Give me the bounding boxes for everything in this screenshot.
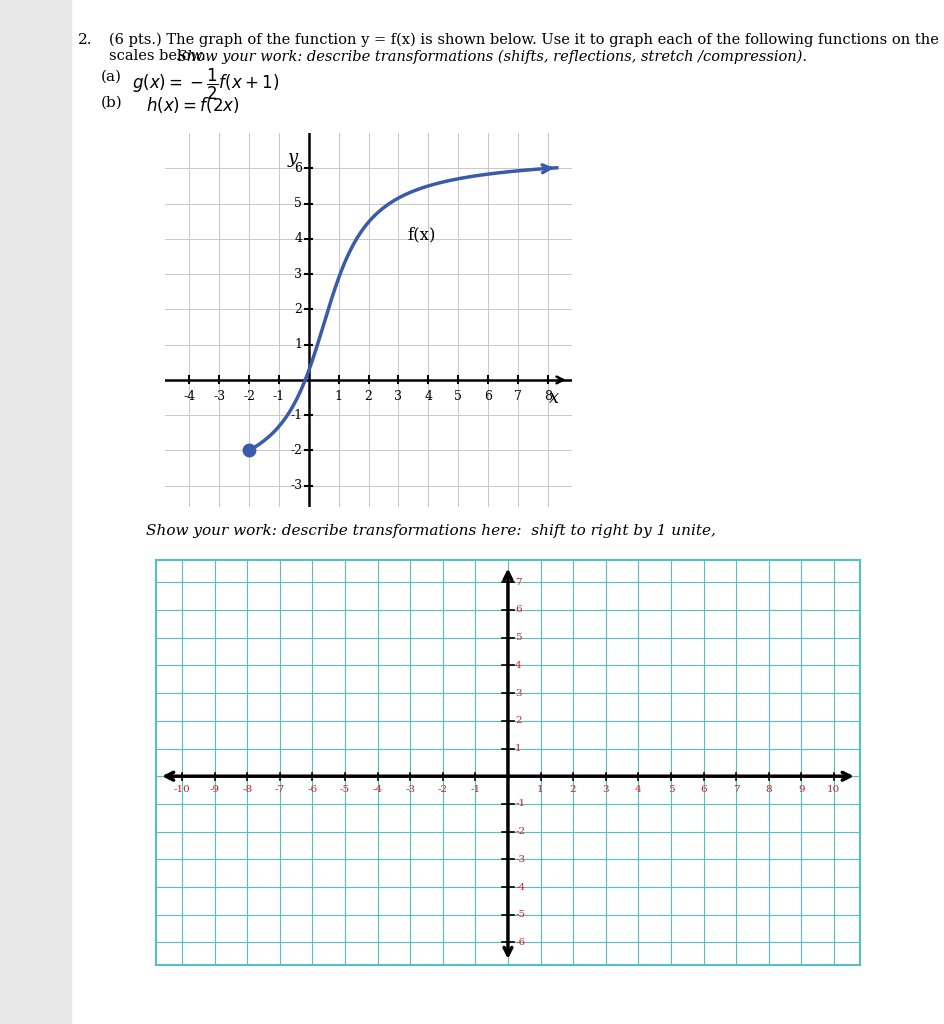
Text: -8: -8 xyxy=(242,785,252,794)
Text: 8: 8 xyxy=(765,785,771,794)
Text: 5: 5 xyxy=(514,633,521,642)
Text: 6: 6 xyxy=(294,162,302,175)
Text: 2: 2 xyxy=(514,717,521,725)
Text: 4: 4 xyxy=(634,785,641,794)
Text: 7: 7 xyxy=(732,785,738,794)
Text: y: y xyxy=(287,148,297,167)
Text: 6: 6 xyxy=(514,605,521,614)
Text: -5: -5 xyxy=(514,910,525,920)
Text: -3: -3 xyxy=(514,855,525,864)
Text: 5: 5 xyxy=(294,198,302,210)
Text: (b): (b) xyxy=(101,95,123,110)
Text: -2: -2 xyxy=(290,444,302,457)
Text: 2: 2 xyxy=(364,390,372,402)
Text: -1: -1 xyxy=(514,800,525,808)
Text: 5: 5 xyxy=(454,390,462,402)
Text: 1: 1 xyxy=(294,338,302,351)
Text: -7: -7 xyxy=(275,785,284,794)
Text: 1: 1 xyxy=(536,785,543,794)
Text: 4: 4 xyxy=(514,660,521,670)
Text: -2: -2 xyxy=(243,390,255,402)
Text: 9: 9 xyxy=(797,785,803,794)
Text: (6 pts.) The graph of the function y = f(x) is shown below. Use it to graph each: (6 pts.) The graph of the function y = f… xyxy=(109,33,937,47)
Text: 2: 2 xyxy=(294,303,302,316)
Text: 6: 6 xyxy=(700,785,706,794)
Text: f(x): f(x) xyxy=(407,226,435,243)
Text: -2: -2 xyxy=(514,827,525,837)
Text: 10: 10 xyxy=(826,785,839,794)
Text: -3: -3 xyxy=(290,479,302,493)
Text: -6: -6 xyxy=(307,785,317,794)
Text: -4: -4 xyxy=(183,390,195,402)
Text: Show your work: describe transformations here:  shift to right by 1 unite,: Show your work: describe transformations… xyxy=(146,524,716,539)
Text: $h(x)=f(2x)$: $h(x)=f(2x)$ xyxy=(146,95,240,116)
Text: -2: -2 xyxy=(437,785,447,794)
Text: 3: 3 xyxy=(294,267,302,281)
Text: -1: -1 xyxy=(290,409,302,422)
Text: 3: 3 xyxy=(514,688,521,697)
Text: -6: -6 xyxy=(514,938,525,947)
Text: 3: 3 xyxy=(601,785,608,794)
Text: 6: 6 xyxy=(483,390,492,402)
Text: 2.: 2. xyxy=(77,33,92,47)
Text: -1: -1 xyxy=(273,390,285,402)
Text: 2: 2 xyxy=(569,785,576,794)
Text: -1: -1 xyxy=(470,785,480,794)
Text: 5: 5 xyxy=(666,785,673,794)
Text: Show your work: describe transformations (shifts, reflections, stretch /compress: Show your work: describe transformations… xyxy=(177,49,806,63)
Text: 4: 4 xyxy=(424,390,431,402)
Text: x: x xyxy=(548,388,558,407)
Text: $g(x)=-\dfrac{1}{2}f(x+1)$: $g(x)=-\dfrac{1}{2}f(x+1)$ xyxy=(132,67,279,102)
Text: 7: 7 xyxy=(514,390,521,402)
Text: 4: 4 xyxy=(294,232,302,246)
Text: 3: 3 xyxy=(394,390,402,402)
Text: 8: 8 xyxy=(543,390,551,402)
Text: -3: -3 xyxy=(212,390,225,402)
Text: (a): (a) xyxy=(101,70,122,84)
Text: -9: -9 xyxy=(210,785,219,794)
Text: -4: -4 xyxy=(372,785,382,794)
Text: -3: -3 xyxy=(405,785,414,794)
Text: 1: 1 xyxy=(514,744,521,753)
Text: -10: -10 xyxy=(174,785,190,794)
Text: 1: 1 xyxy=(334,390,343,402)
Text: scales below.: scales below. xyxy=(109,49,210,63)
Text: 7: 7 xyxy=(514,578,521,587)
Text: -5: -5 xyxy=(340,785,349,794)
Text: -4: -4 xyxy=(514,883,525,892)
